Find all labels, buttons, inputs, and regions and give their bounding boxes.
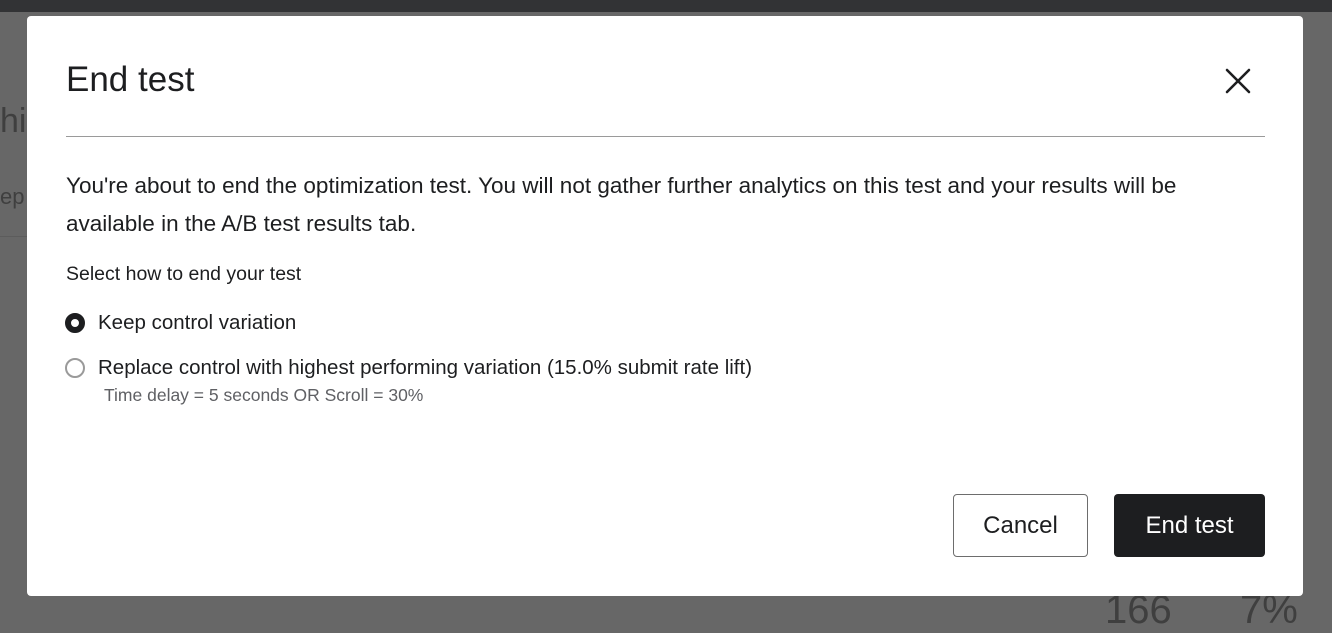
top-bar xyxy=(0,0,1332,12)
background-divider xyxy=(0,236,27,237)
end-test-dialog: End test You're about to end the optimiz… xyxy=(27,16,1303,596)
options-label: Select how to end your test xyxy=(66,263,302,285)
option-help-text: Time delay = 5 seconds OR Scroll = 30% xyxy=(104,385,424,405)
end-test-button[interactable]: End test xyxy=(1114,494,1265,557)
dialog-title: End test xyxy=(66,60,195,99)
divider xyxy=(66,136,1265,137)
close-icon xyxy=(1225,68,1251,94)
cancel-button[interactable]: Cancel xyxy=(953,494,1088,557)
close-button[interactable] xyxy=(1223,66,1253,96)
option-label: Keep control variation xyxy=(98,311,297,334)
dialog-description: You're about to end the optimization tes… xyxy=(66,173,1177,236)
option-label: Replace control with highest performing … xyxy=(98,356,753,379)
background-text: ep xyxy=(0,184,25,209)
radio-unselected[interactable] xyxy=(65,358,85,378)
option-replace-control[interactable]: Replace control with highest performing … xyxy=(65,356,752,380)
background-text: hi xyxy=(0,102,27,140)
option-keep-control[interactable]: Keep control variation xyxy=(65,311,296,335)
radio-selected[interactable] xyxy=(65,313,85,333)
